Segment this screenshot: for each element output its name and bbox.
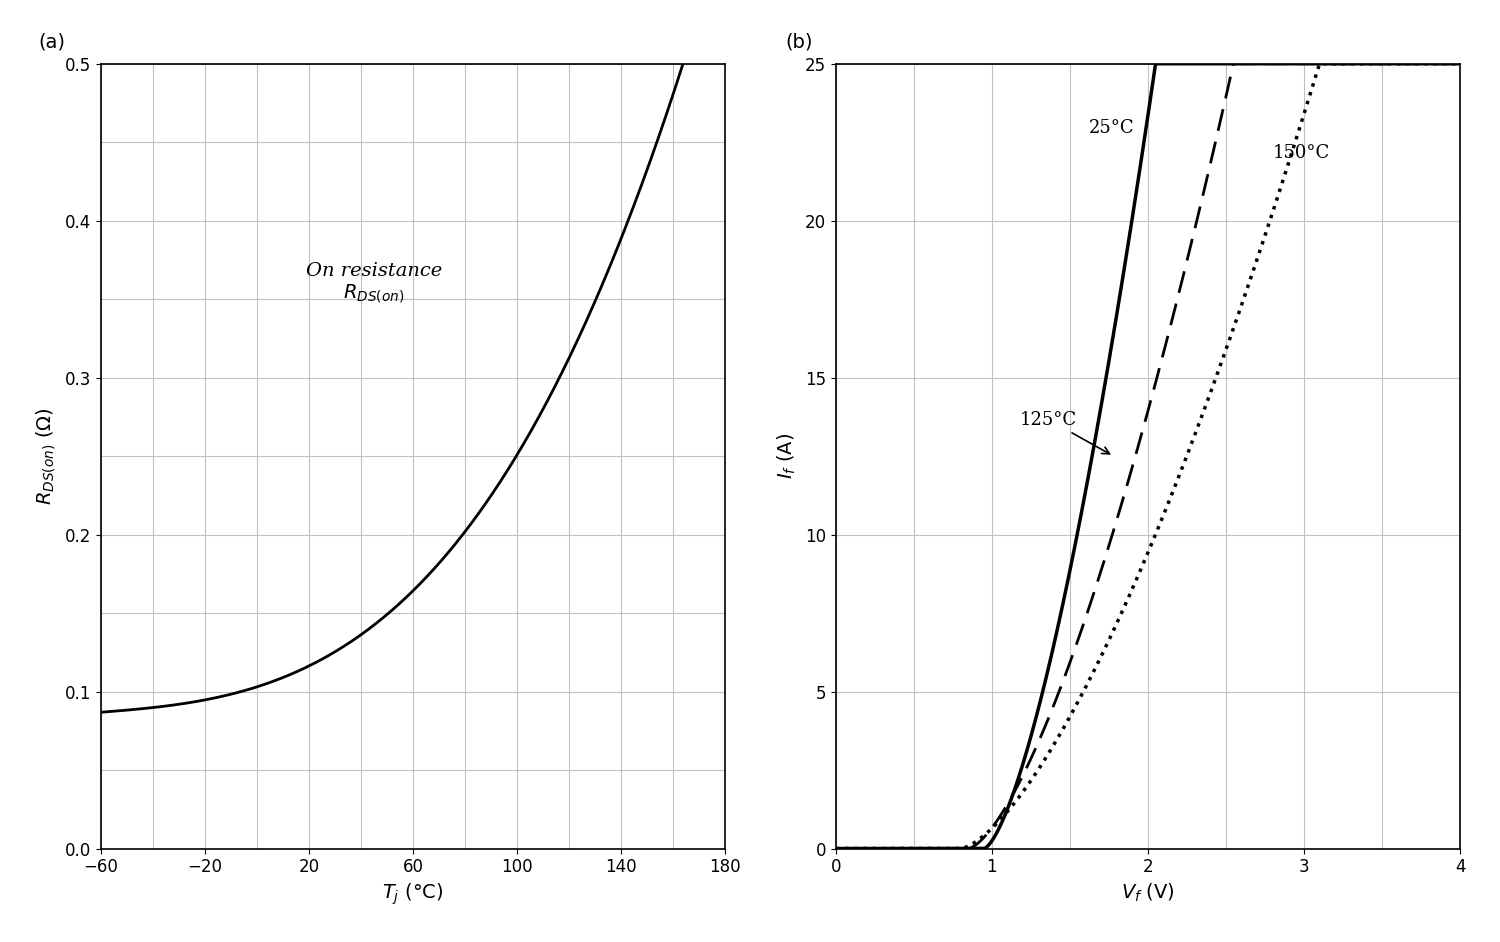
Text: 125°C: 125°C — [1020, 411, 1110, 454]
Text: On resistance
$R_{DS(on)}$: On resistance $R_{DS(on)}$ — [306, 262, 442, 305]
Y-axis label: $I_f$ (A): $I_f$ (A) — [776, 433, 798, 479]
Text: 150°C: 150°C — [1274, 144, 1330, 162]
X-axis label: $T_j$ (°C): $T_j$ (°C) — [382, 882, 444, 907]
Y-axis label: $R_{DS(on)}$ (Ω): $R_{DS(on)}$ (Ω) — [34, 407, 58, 505]
Text: (a): (a) — [39, 32, 66, 52]
Text: (b): (b) — [786, 32, 813, 52]
X-axis label: $V_f$ (V): $V_f$ (V) — [1120, 882, 1174, 904]
Text: 25°C: 25°C — [1089, 119, 1134, 137]
